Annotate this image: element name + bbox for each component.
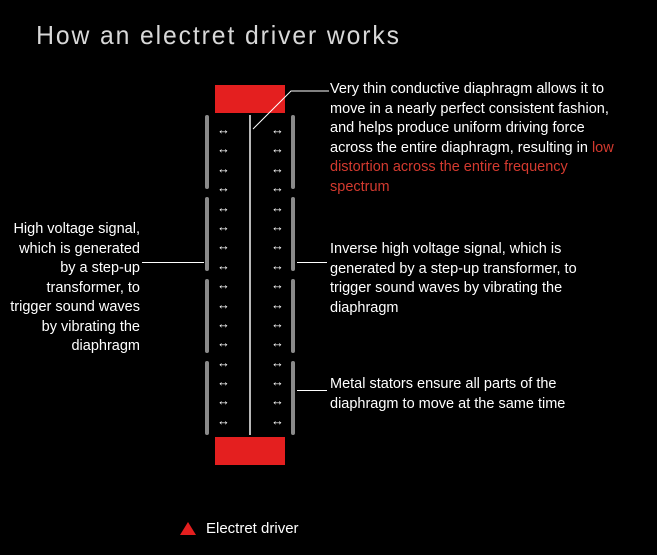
arrow-row: ↔↔ (217, 414, 283, 427)
arrow-icon: ↔ (217, 375, 229, 388)
callout-inverse-voltage: Inverse high voltage signal, which is ge… (330, 240, 610, 318)
callout-stators: Metal stators ensure all parts of the di… (330, 375, 590, 414)
arrow-icon: ↔ (271, 414, 283, 427)
arrow-icon: ↔ (217, 259, 229, 272)
vibration-arrows: ↔↔↔↔↔↔↔↔↔↔↔↔↔↔↔↔↔↔↔↔↔↔↔↔↔↔↔↔↔↔↔↔ (217, 123, 283, 427)
electret-driver-graphic: ↔↔↔↔↔↔↔↔↔↔↔↔↔↔↔↔↔↔↔↔↔↔↔↔↔↔↔↔↔↔↔↔ (195, 85, 305, 465)
arrow-icon: ↔ (271, 317, 283, 330)
leader-right1 (251, 87, 331, 137)
arrow-icon: ↔ (217, 123, 229, 136)
stator-segment (205, 197, 209, 271)
stator-segment (205, 361, 209, 435)
arrow-row: ↔↔ (217, 259, 283, 272)
leader-right3 (297, 390, 327, 391)
callout-text: Metal stators ensure all parts of the di… (330, 376, 565, 412)
arrow-icon: ↔ (271, 336, 283, 349)
arrow-icon: ↔ (217, 239, 229, 252)
arrow-icon: ↔ (217, 162, 229, 175)
arrow-icon: ↔ (217, 317, 229, 330)
arrow-icon: ↔ (217, 356, 229, 369)
arrow-row: ↔↔ (217, 356, 283, 369)
arrow-row: ↔↔ (217, 336, 283, 349)
legend: Electret driver (180, 520, 299, 537)
arrow-icon: ↔ (271, 142, 283, 155)
arrow-icon: ↔ (217, 336, 229, 349)
arrow-row: ↔↔ (217, 201, 283, 214)
arrow-icon: ↔ (271, 356, 283, 369)
stator-left (205, 115, 209, 435)
leader-right2 (297, 262, 327, 263)
arrow-row: ↔↔ (217, 181, 283, 194)
arrow-row: ↔↔ (217, 298, 283, 311)
arrow-icon: ↔ (217, 278, 229, 291)
arrow-icon: ↔ (271, 278, 283, 291)
callout-text: Inverse high voltage signal, which is ge… (330, 241, 577, 316)
diagram: ↔↔↔↔↔↔↔↔↔↔↔↔↔↔↔↔↔↔↔↔↔↔↔↔↔↔↔↔↔↔↔↔ High vo… (0, 75, 657, 495)
stator-segment (291, 361, 295, 435)
arrow-icon: ↔ (217, 181, 229, 194)
arrow-icon: ↔ (271, 259, 283, 272)
arrow-icon: ↔ (217, 414, 229, 427)
stator-right (291, 115, 295, 435)
arrow-icon: ↔ (217, 220, 229, 233)
arrow-row: ↔↔ (217, 394, 283, 407)
stator-segment (205, 115, 209, 189)
arrow-icon: ↔ (217, 201, 229, 214)
arrow-icon: ↔ (271, 239, 283, 252)
stator-segment (291, 279, 295, 353)
legend-label: Electret driver (206, 520, 299, 537)
arrow-icon: ↔ (217, 298, 229, 311)
arrow-icon: ↔ (271, 201, 283, 214)
arrow-row: ↔↔ (217, 239, 283, 252)
stator-segment (291, 197, 295, 271)
callout-high-voltage: High voltage signal, which is generated … (10, 220, 140, 357)
arrow-row: ↔↔ (217, 142, 283, 155)
arrow-icon: ↔ (271, 181, 283, 194)
arrow-row: ↔↔ (217, 375, 283, 388)
page-title: How an electret driver works (0, 0, 624, 51)
stator-segment (205, 279, 209, 353)
legend-triangle-icon (180, 522, 196, 535)
arrow-icon: ↔ (271, 162, 283, 175)
arrow-row: ↔↔ (217, 278, 283, 291)
arrow-icon: ↔ (271, 375, 283, 388)
callout-diaphragm: Very thin conductive diaphragm allows it… (330, 80, 630, 197)
driver-cap-bottom (215, 437, 285, 465)
leader-left1 (142, 262, 204, 263)
arrow-icon: ↔ (271, 394, 283, 407)
arrow-row: ↔↔ (217, 317, 283, 330)
arrow-row: ↔↔ (217, 162, 283, 175)
arrow-icon: ↔ (271, 298, 283, 311)
arrow-icon: ↔ (271, 220, 283, 233)
arrow-row: ↔↔ (217, 220, 283, 233)
arrow-icon: ↔ (217, 142, 229, 155)
callout-text: High voltage signal, which is generated … (10, 221, 140, 354)
callout-text-pre: Very thin conductive diaphragm allows it… (330, 81, 609, 156)
arrow-icon: ↔ (217, 394, 229, 407)
